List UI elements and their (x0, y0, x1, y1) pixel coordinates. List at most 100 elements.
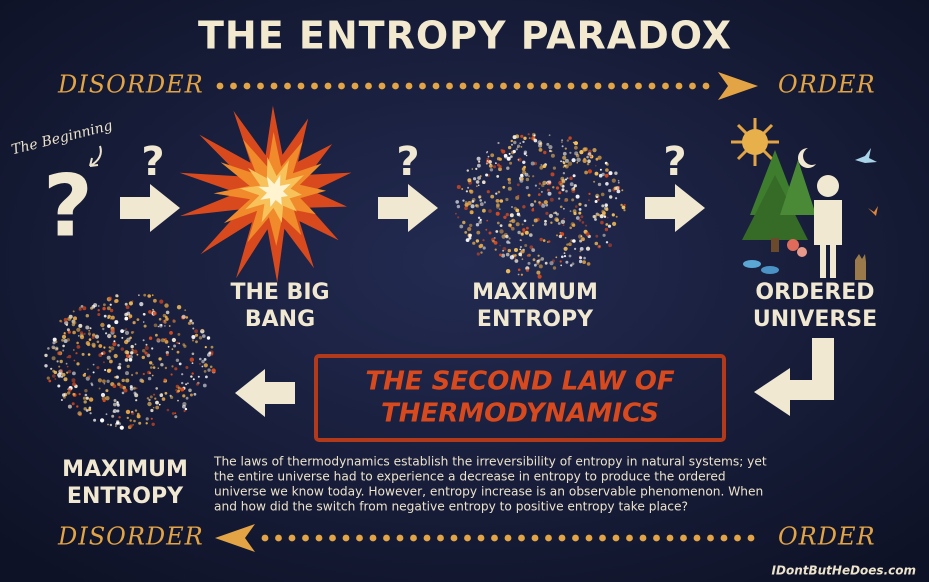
particle (110, 304, 112, 306)
particle (125, 331, 129, 335)
particle (583, 158, 585, 160)
particle (61, 321, 63, 323)
particle (605, 168, 609, 172)
axis-right-label: ORDER (778, 523, 876, 551)
particle (579, 150, 583, 154)
particle (567, 177, 569, 179)
particle (162, 397, 166, 401)
dot (298, 83, 305, 90)
particle (111, 316, 115, 320)
particle (482, 209, 486, 213)
particle (572, 158, 576, 162)
particle (551, 154, 555, 158)
particle (52, 374, 56, 378)
particle (506, 253, 510, 257)
particle (571, 222, 575, 226)
stage-label: ORDERED (755, 280, 874, 305)
particle (495, 230, 498, 233)
particle (121, 347, 124, 350)
particle (559, 235, 562, 238)
particle (172, 338, 176, 342)
particle (527, 254, 529, 256)
particle (104, 315, 107, 318)
particle (182, 402, 186, 406)
particle (535, 185, 537, 187)
particle (605, 223, 608, 226)
particle (177, 351, 180, 354)
particle (590, 155, 592, 157)
dot (734, 535, 741, 542)
dot (410, 535, 417, 542)
particle (612, 213, 615, 216)
dot (541, 83, 548, 90)
particle (538, 255, 540, 257)
particle (112, 342, 116, 346)
particle (175, 389, 177, 391)
particle (497, 222, 500, 225)
particle (574, 146, 578, 150)
particle (476, 223, 479, 226)
particle (469, 224, 472, 227)
particle (514, 254, 517, 257)
particle (164, 325, 166, 327)
particle (98, 344, 102, 348)
particle (520, 246, 522, 248)
particle (495, 193, 497, 195)
particle (560, 265, 562, 267)
particle (507, 178, 509, 180)
particle (522, 258, 524, 260)
particle (143, 313, 145, 315)
particle (137, 413, 140, 416)
particle (550, 222, 552, 224)
particle (185, 408, 187, 410)
particle (523, 231, 526, 234)
particle (490, 195, 494, 199)
dot (491, 535, 498, 542)
particle (536, 262, 539, 265)
particle (560, 183, 564, 187)
paragraph-line: and how did the switch from negative ent… (214, 500, 688, 514)
particle (605, 174, 609, 178)
particle (476, 180, 480, 184)
particle (92, 336, 95, 339)
particle (44, 364, 47, 367)
particle (98, 305, 100, 307)
particle (151, 347, 153, 349)
question-mark: ? (663, 139, 686, 185)
particle (165, 338, 167, 340)
particle (541, 191, 543, 193)
particle (62, 345, 65, 348)
particle (59, 369, 63, 373)
particle (503, 216, 506, 219)
particle (114, 320, 118, 324)
particle (595, 200, 598, 203)
particle (124, 330, 126, 332)
particle (210, 366, 213, 369)
dot (325, 83, 332, 90)
particle (57, 360, 59, 362)
particle (462, 221, 465, 224)
particle (72, 378, 76, 382)
particle (614, 172, 617, 175)
dot (352, 83, 359, 90)
particle (188, 322, 191, 325)
particle (482, 180, 486, 184)
particle (62, 393, 66, 397)
particle (198, 376, 200, 378)
particle (64, 377, 68, 381)
particle (118, 422, 121, 425)
particle (553, 167, 556, 170)
particle (543, 164, 547, 168)
particle (584, 171, 588, 175)
dot (707, 535, 714, 542)
particle (579, 208, 582, 211)
sun (742, 129, 768, 155)
particle (120, 426, 124, 430)
particle (600, 214, 604, 218)
particle (601, 193, 605, 197)
particle (135, 343, 137, 345)
particle (582, 260, 586, 264)
particle (144, 351, 147, 354)
particle (519, 142, 521, 144)
particle (588, 152, 591, 155)
